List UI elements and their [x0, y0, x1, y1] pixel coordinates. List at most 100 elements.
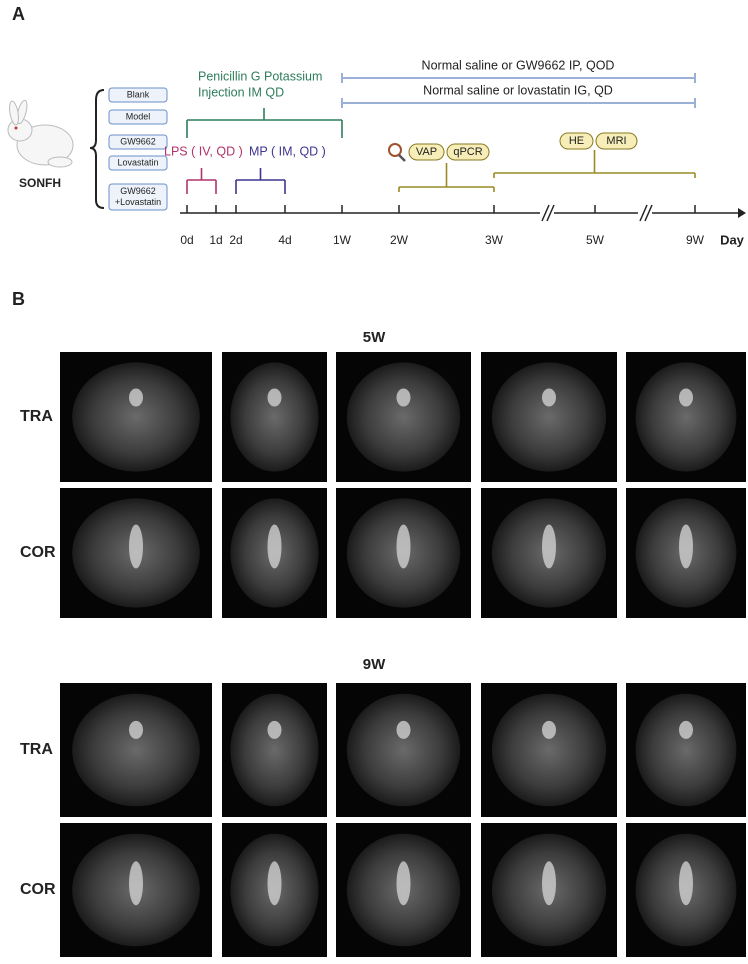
rabbit-icon [7, 99, 74, 168]
mri-body [346, 693, 461, 807]
timeline-label: 0d [180, 233, 193, 247]
section-title: 5W [363, 329, 386, 346]
timeline-label: 2W [390, 233, 409, 247]
mri-image [222, 683, 327, 817]
group-box [108, 109, 168, 125]
mri-feature [542, 861, 556, 906]
mri-image [481, 488, 617, 618]
penicillin-label: Penicillin G Potassium [198, 69, 322, 83]
mri-image [60, 823, 212, 957]
mri-body [491, 362, 607, 472]
axis-break [540, 204, 653, 222]
mri-feature [129, 720, 143, 739]
group-label: GW9662 [120, 186, 156, 196]
mri-image [222, 352, 327, 482]
timeline-label: 2d [229, 233, 242, 247]
row-label: TRA [20, 408, 53, 425]
mri-body [72, 693, 200, 807]
treatment-label: Normal saline or GW9662 IP, QOD [422, 58, 615, 72]
assay-pill [559, 132, 594, 150]
treatment-label: Normal saline or lovastatin IG, QD [423, 83, 613, 97]
group-label: Model [126, 111, 151, 121]
magnifier-icon [388, 143, 406, 162]
timeline-label: 1W [333, 233, 352, 247]
mri-feature [679, 720, 693, 739]
mri-body [230, 693, 319, 807]
mri-feature [267, 524, 282, 569]
mri-body [635, 693, 737, 807]
panel-label: A [12, 4, 25, 24]
row-label: COR [20, 881, 56, 898]
group-box [108, 87, 168, 103]
mri-feature [267, 861, 282, 906]
timeline-label: 4d [278, 233, 291, 247]
timeline-label: 3W [485, 233, 504, 247]
mri-image [336, 488, 471, 618]
group-brace [89, 89, 105, 209]
mri-body [491, 693, 607, 807]
assay-pill [595, 132, 638, 150]
assay-label: MRI [606, 135, 626, 147]
section-title: 9W [363, 656, 386, 673]
mri-body [72, 362, 200, 472]
row-label: COR [20, 544, 56, 561]
mri-feature [129, 861, 143, 906]
row-label: TRA [20, 741, 53, 758]
penicillin-label: Injection IM QD [198, 85, 284, 99]
group-label: GW9662 [120, 136, 156, 146]
mri-image [481, 352, 617, 482]
mri-image [481, 683, 617, 817]
mri-image [481, 823, 617, 957]
mri-image [60, 683, 212, 817]
mri-feature [679, 388, 693, 407]
group-label: Lovastatin [117, 157, 158, 167]
group-box [108, 134, 168, 150]
mri-feature [542, 388, 556, 407]
assay-label: VAP [416, 146, 437, 158]
timeline-label: 5W [586, 233, 605, 247]
assay-pill [446, 143, 490, 161]
mri-image [626, 823, 746, 957]
group-box [108, 183, 168, 211]
panel-label: B [12, 289, 25, 309]
mri-body [635, 362, 737, 472]
assay-label: HE [569, 135, 584, 147]
mri-feature [129, 524, 143, 569]
mri-image [60, 352, 212, 482]
mri-image [626, 488, 746, 618]
mri-image [626, 352, 746, 482]
subject-label: SONFH [19, 176, 61, 190]
timeline-label: 9W [686, 233, 705, 247]
mri-body [346, 362, 461, 472]
timeline-unit: Day [720, 232, 745, 247]
group-label: Blank [127, 89, 150, 99]
mri-feature [542, 720, 556, 739]
mri-body [230, 362, 319, 472]
mri-image [336, 683, 471, 817]
timeline-arrow [738, 208, 746, 218]
mri-image [222, 488, 327, 618]
group-label: +Lovastatin [115, 197, 161, 207]
mri-image [336, 352, 471, 482]
mri-image [336, 823, 471, 957]
mri-feature [396, 524, 411, 569]
mp-label: MP ( IM, QD ) [249, 144, 326, 158]
mri-feature [679, 524, 693, 569]
mri-image [626, 683, 746, 817]
group-box [108, 155, 168, 171]
mri-feature [396, 720, 411, 739]
assay-pill [408, 143, 445, 161]
assay-label: qPCR [453, 146, 482, 158]
mri-image [60, 488, 212, 618]
lps-label: LPS ( IV, QD ) [164, 144, 243, 158]
mri-feature [396, 861, 411, 906]
mri-image [222, 823, 327, 957]
timeline-label: 1d [209, 233, 222, 247]
mri-feature [267, 388, 282, 407]
mri-feature [542, 524, 556, 569]
mri-feature [396, 388, 411, 407]
mri-feature [129, 388, 143, 407]
mri-feature [267, 720, 282, 739]
mri-feature [679, 861, 693, 906]
